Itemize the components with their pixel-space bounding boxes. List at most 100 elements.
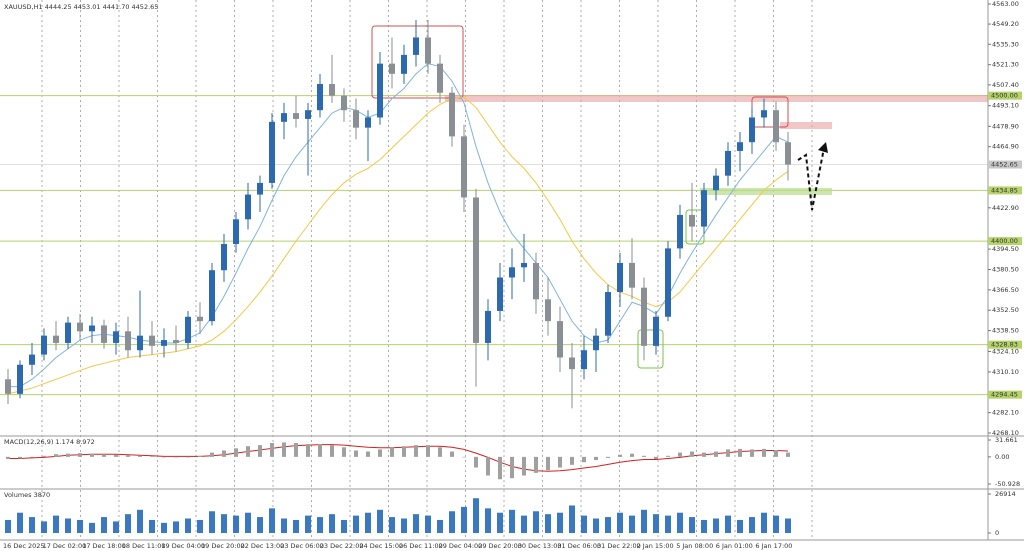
volume-bar [425,515,431,533]
macd-bar [90,453,94,457]
macd-bar [462,456,466,458]
support-zone [700,188,832,195]
macd-bar [546,456,550,471]
highlight-box [371,25,464,99]
volume-bar [17,512,23,533]
volume-bar [173,521,179,533]
macd-bar [270,443,274,457]
candle-body [533,262,539,300]
x-tick-label: 23 Dec 22:00 [320,542,364,550]
volume-bar [785,518,791,533]
resistance-zone [780,122,832,129]
level-tag [988,91,1022,100]
volume-bar [365,512,371,533]
candle-body [29,354,35,365]
volume-bar [641,509,647,533]
volume-bar [257,517,263,533]
candle-body [365,117,371,128]
candle-body [161,340,167,346]
candle-body [173,340,179,343]
slow-ma [7,96,789,395]
macd-tick-label: -50.928 [995,480,1020,488]
volume-tick-label: 26914 [995,490,1016,498]
volume-bar [581,515,587,533]
y-tick-label: 4464.90 [992,143,1019,151]
x-tick-label: 29 Dec 04:00 [439,542,483,550]
volume-bar [113,521,119,533]
candle-body [233,219,239,245]
volume-bar [281,518,287,533]
macd-bar [342,447,346,457]
macd-tick-label: 31.661 [995,436,1018,444]
macd-bar [222,450,226,457]
macd-bar [678,452,682,457]
macd-bar [174,456,178,458]
candle-body [113,331,119,343]
candle-body [137,335,143,351]
y-tick-label: 4478.90 [992,122,1019,130]
candle-body [461,136,467,198]
macd-bar [330,445,334,457]
macd-signal [8,444,789,472]
volume-bar [761,512,767,533]
resistance-zone [445,95,988,102]
candle-body [557,321,563,358]
volume-bar [773,515,779,533]
candle-body [701,190,707,227]
volume-tick-label: 0 [995,529,999,537]
volume-bar [401,518,407,533]
x-tick-label: 22 Dec 13:00 [241,542,285,550]
candle-body [77,322,83,332]
macd-bar [702,452,706,457]
y-tick-label: 4282.10 [992,409,1019,417]
macd-bar [102,454,106,457]
level-tag [988,390,1022,399]
macd-bar [570,456,574,465]
candle-body [641,287,647,346]
candle-body [41,335,47,355]
volume-bar [389,517,395,533]
candle-body [17,364,23,394]
volume-bar [605,517,611,533]
volume-bar [341,519,347,533]
volume-bar [521,515,527,533]
x-tick-label: 23 Dec 06:00 [280,542,324,550]
candle-body [785,142,791,165]
macd-bar [534,456,538,473]
x-tick-label: 29 Dec 20:00 [478,542,522,550]
macd-bar [414,445,418,457]
candle-body [353,110,359,128]
volume-bar [497,512,503,533]
volume-bar [545,514,551,533]
arrow-head [818,142,828,153]
level-tag [988,186,1022,195]
macd-bar [714,451,718,457]
y-tick-label: 4310.10 [992,368,1019,376]
x-tick-label: 30 Dec 13:00 [518,542,562,550]
macd-bar [642,455,646,457]
level-label: 4500.00 [991,92,1018,100]
macd-bar [726,449,730,457]
y-tick-label: 4380.50 [992,265,1019,273]
volume-bar [749,517,755,533]
candle-body [617,262,623,293]
macd-bar [150,456,154,457]
candle-body [725,150,731,176]
macd-bar [126,455,130,457]
macd-bar [774,449,778,457]
x-tick-label: 2 Jan 15:00 [637,542,674,550]
candle-body [401,54,407,74]
volume-bar [125,514,131,533]
candle-body [437,63,443,93]
x-tick-label: 5 Jan 08:00 [676,542,713,550]
macd-bar [402,446,406,457]
volume-bar [473,498,479,533]
volume-bar [317,517,323,533]
volume-bar [197,519,203,533]
candle-body [665,248,671,317]
candle-body [305,110,311,119]
macd-bar [486,456,490,476]
level-label: 4434.85 [991,186,1018,194]
candle-body [341,95,347,111]
